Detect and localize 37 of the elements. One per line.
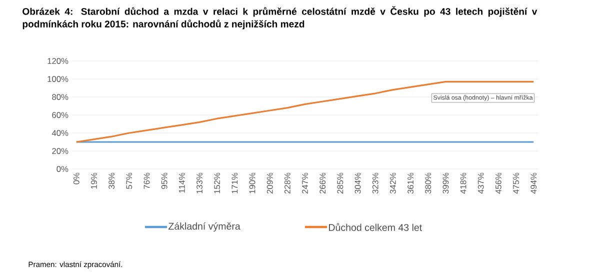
x-tick-label: 133% bbox=[196, 172, 202, 194]
chart-title: Obrázek 4: Starobní důchod a mzda v relaci k průměrné celostátní mzdě v Česku po 43 letech pojištění v podmínkách roku 2015: narovnání důchodů z nejnižších mezd bbox=[22, 6, 538, 30]
x-tick-label: 0% bbox=[73, 172, 80, 184]
x-tick-label: 38% bbox=[108, 172, 115, 189]
x-tick-label: 95% bbox=[161, 172, 168, 189]
x-tick-label: 342% bbox=[390, 172, 396, 194]
y-tick-label: 60% bbox=[52, 112, 68, 118]
y-tick-label: 100% bbox=[48, 76, 68, 82]
x-tick-label: 399% bbox=[442, 172, 449, 194]
x-tick-label: 380% bbox=[425, 172, 432, 194]
x-tick-label: 418% bbox=[460, 172, 466, 194]
y-tick-label: 20% bbox=[52, 148, 68, 154]
x-tick-label: 494% bbox=[530, 172, 537, 194]
legend-label: Důchod celkem 43 let bbox=[329, 223, 422, 231]
legend-label: Základní výměra bbox=[168, 222, 240, 232]
x-tick-label: 437% bbox=[478, 172, 484, 194]
x-tick-label: 285% bbox=[337, 172, 344, 194]
x-tick-label: 266% bbox=[320, 172, 326, 194]
x-tick-label: 114% bbox=[178, 172, 185, 193]
x-tick-label: 456% bbox=[495, 172, 502, 194]
y-tick-label: 120% bbox=[48, 58, 68, 64]
y-tick-label: 0% bbox=[56, 166, 68, 172]
x-tick-label: 209% bbox=[266, 172, 273, 194]
x-tick-label: 76% bbox=[144, 172, 150, 189]
x-tick-label: 323% bbox=[372, 172, 378, 194]
x-tick-label: 57% bbox=[126, 172, 132, 189]
x-tick-label: 475% bbox=[513, 172, 519, 194]
x-tick-label: 190% bbox=[249, 172, 256, 194]
x-tick-label: 228% bbox=[284, 172, 290, 194]
x-tick-label: 19% bbox=[91, 172, 97, 189]
x-tick-label: 247% bbox=[302, 172, 308, 194]
y-tick-label: 80% bbox=[52, 94, 68, 100]
x-tick-label: 361% bbox=[408, 172, 414, 194]
y-tick-label: 40% bbox=[52, 130, 68, 136]
x-tick-label: 304% bbox=[354, 172, 361, 194]
x-tick-label: 152% bbox=[214, 172, 220, 194]
x-tick-label: 171% bbox=[232, 172, 238, 194]
